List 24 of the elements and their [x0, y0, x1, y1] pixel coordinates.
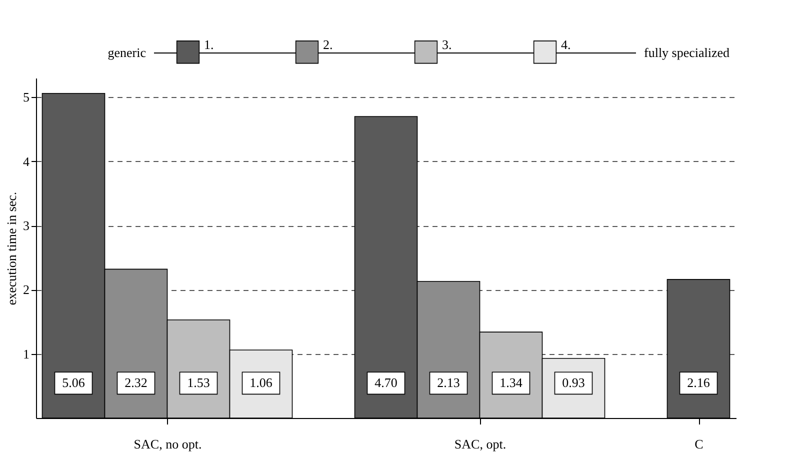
text: 5.06: [62, 375, 85, 390]
legend-label: 3.: [442, 37, 452, 52]
y-tick-label: 1: [23, 346, 30, 362]
legend-label: 2.: [323, 37, 333, 52]
text: 2.13: [437, 375, 460, 390]
legend-label: 1.: [204, 37, 214, 52]
text: 2.16: [687, 375, 710, 390]
text: 1.53: [187, 375, 210, 390]
y-tick-label: 5: [23, 90, 30, 105]
text: fully specialized: [644, 45, 730, 60]
text: 0.93: [562, 375, 585, 390]
legend-label: 4.: [561, 37, 571, 52]
y-tick-label: 4: [23, 154, 30, 169]
text: generic: [108, 45, 146, 60]
text: 1.34: [500, 375, 522, 390]
text: 1.06: [250, 375, 272, 390]
y-tick-label: 3: [23, 218, 30, 234]
y-tick-label: 2: [23, 282, 30, 298]
x-tick-label: SAC, opt.: [454, 436, 506, 452]
x-tick-label: C: [694, 436, 704, 452]
text: 4.70: [374, 375, 398, 390]
y-axis-title: execution time in sec.: [4, 192, 19, 306]
x-tick-label: SAC, no opt.: [134, 436, 202, 452]
text: 2.32: [124, 375, 148, 390]
